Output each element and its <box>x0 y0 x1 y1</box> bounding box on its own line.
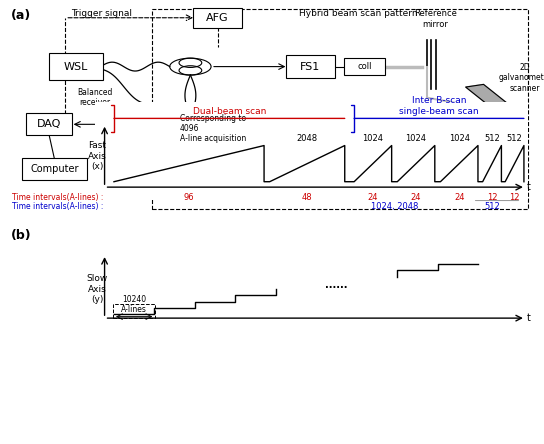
FancyBboxPatch shape <box>286 113 335 135</box>
Text: 12: 12 <box>487 193 497 202</box>
Text: Trigger signal: Trigger signal <box>71 9 132 18</box>
Text: 24: 24 <box>411 193 421 202</box>
Ellipse shape <box>407 113 415 135</box>
Text: 24: 24 <box>368 193 378 202</box>
Text: FS1: FS1 <box>300 62 320 71</box>
Text: 1024, 2048: 1024, 2048 <box>371 202 418 210</box>
Text: coll: coll <box>357 62 372 71</box>
Text: Dual-beam scan: Dual-beam scan <box>193 107 266 116</box>
FancyBboxPatch shape <box>344 58 385 75</box>
Text: Reference
mirror: Reference mirror <box>414 9 456 29</box>
Text: Computer: Computer <box>30 164 79 174</box>
FancyBboxPatch shape <box>286 56 335 78</box>
Text: WSL: WSL <box>64 62 88 71</box>
FancyBboxPatch shape <box>193 8 242 28</box>
Text: 1024: 1024 <box>405 135 426 143</box>
Text: ......: ...... <box>325 281 348 290</box>
Text: Inter B-scan
single-beam scan: Inter B-scan single-beam scan <box>399 96 479 116</box>
FancyBboxPatch shape <box>49 53 103 80</box>
Text: 2D
galvanometer
scanner: 2D galvanometer scanner <box>498 63 544 93</box>
Text: 512: 512 <box>506 135 522 143</box>
Text: 512: 512 <box>484 202 500 210</box>
Text: 1024: 1024 <box>449 135 469 143</box>
Text: FS2: FS2 <box>300 119 320 129</box>
Text: Slow
Axis
(y): Slow Axis (y) <box>86 274 108 304</box>
Text: 96: 96 <box>184 193 194 202</box>
Text: 48: 48 <box>302 193 313 202</box>
Text: 1024: 1024 <box>362 135 384 143</box>
Text: coll: coll <box>249 120 263 129</box>
Text: Time intervals(A-lines) :: Time intervals(A-lines) : <box>13 202 104 210</box>
FancyBboxPatch shape <box>475 177 518 200</box>
Text: 10240
A-lines: 10240 A-lines <box>121 295 147 314</box>
Text: DAQ: DAQ <box>37 119 61 129</box>
Text: t: t <box>527 182 530 192</box>
Text: 24: 24 <box>454 193 465 202</box>
Text: Fast
Axis
(x): Fast Axis (x) <box>88 142 107 171</box>
FancyBboxPatch shape <box>97 115 109 123</box>
Text: 512: 512 <box>484 135 500 143</box>
Text: Hybrid beam scan pattern: Hybrid beam scan pattern <box>299 9 418 18</box>
Text: (a): (a) <box>11 9 31 22</box>
Text: Corresponding to
4096
A-line acquisition: Corresponding to 4096 A-line acquisition <box>180 114 246 143</box>
Text: 2048: 2048 <box>296 135 318 143</box>
Text: 12: 12 <box>509 193 520 202</box>
Text: (b): (b) <box>11 229 32 242</box>
Text: Balanced
receiver: Balanced receiver <box>77 88 113 107</box>
FancyBboxPatch shape <box>26 113 72 135</box>
FancyBboxPatch shape <box>235 115 276 133</box>
FancyBboxPatch shape <box>22 158 87 180</box>
Polygon shape <box>466 84 514 111</box>
Text: AFG: AFG <box>206 13 229 23</box>
Ellipse shape <box>396 113 404 135</box>
Text: t: t <box>527 313 530 323</box>
Text: Time intervals(A-lines) :: Time intervals(A-lines) : <box>13 193 104 202</box>
FancyBboxPatch shape <box>97 126 109 134</box>
